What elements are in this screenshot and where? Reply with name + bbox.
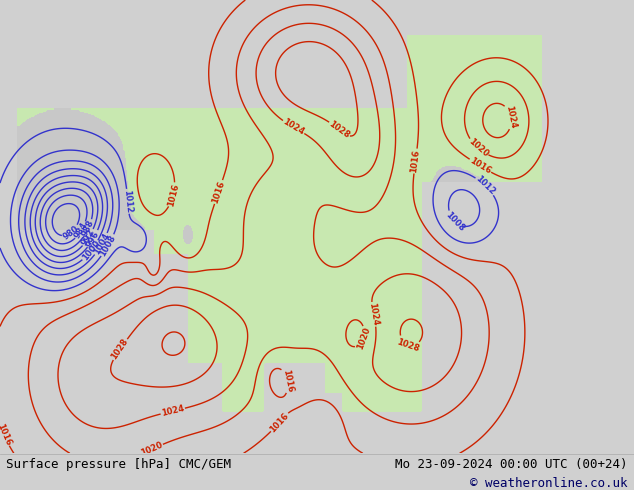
- Text: 1020: 1020: [467, 137, 489, 159]
- Text: 1024: 1024: [160, 404, 185, 418]
- Text: 996: 996: [85, 229, 101, 249]
- Text: Surface pressure [hPa] CMC/GEM: Surface pressure [hPa] CMC/GEM: [6, 458, 231, 471]
- Text: 1008: 1008: [98, 233, 118, 258]
- Text: 1016: 1016: [210, 179, 226, 204]
- Text: 1016: 1016: [268, 411, 291, 434]
- Text: 980: 980: [61, 224, 81, 241]
- Text: 1020: 1020: [139, 441, 164, 458]
- Text: 1024: 1024: [504, 104, 517, 129]
- Text: 1024: 1024: [281, 118, 306, 137]
- Text: 1028: 1028: [110, 337, 130, 362]
- Text: 1012: 1012: [122, 189, 134, 213]
- Text: 1008: 1008: [444, 210, 466, 233]
- Text: 1028: 1028: [396, 337, 420, 353]
- Text: 1016: 1016: [281, 368, 294, 393]
- Text: 1016: 1016: [410, 149, 422, 173]
- Text: 1004: 1004: [92, 232, 112, 256]
- Text: 1012: 1012: [474, 174, 497, 197]
- Text: 1000: 1000: [81, 239, 101, 263]
- Text: Mo 23-09-2024 00:00 UTC (00+24): Mo 23-09-2024 00:00 UTC (00+24): [395, 458, 628, 471]
- Text: 1024: 1024: [368, 302, 380, 326]
- Text: 1016: 1016: [166, 182, 181, 207]
- Text: 1016: 1016: [468, 156, 493, 176]
- Text: 988: 988: [81, 219, 96, 238]
- Text: 992: 992: [80, 228, 97, 247]
- Text: 1016: 1016: [0, 422, 13, 447]
- Text: © weatheronline.co.uk: © weatheronline.co.uk: [470, 477, 628, 490]
- Text: 984: 984: [73, 220, 89, 240]
- Text: 1020: 1020: [355, 326, 372, 351]
- Text: 1028: 1028: [327, 119, 351, 140]
